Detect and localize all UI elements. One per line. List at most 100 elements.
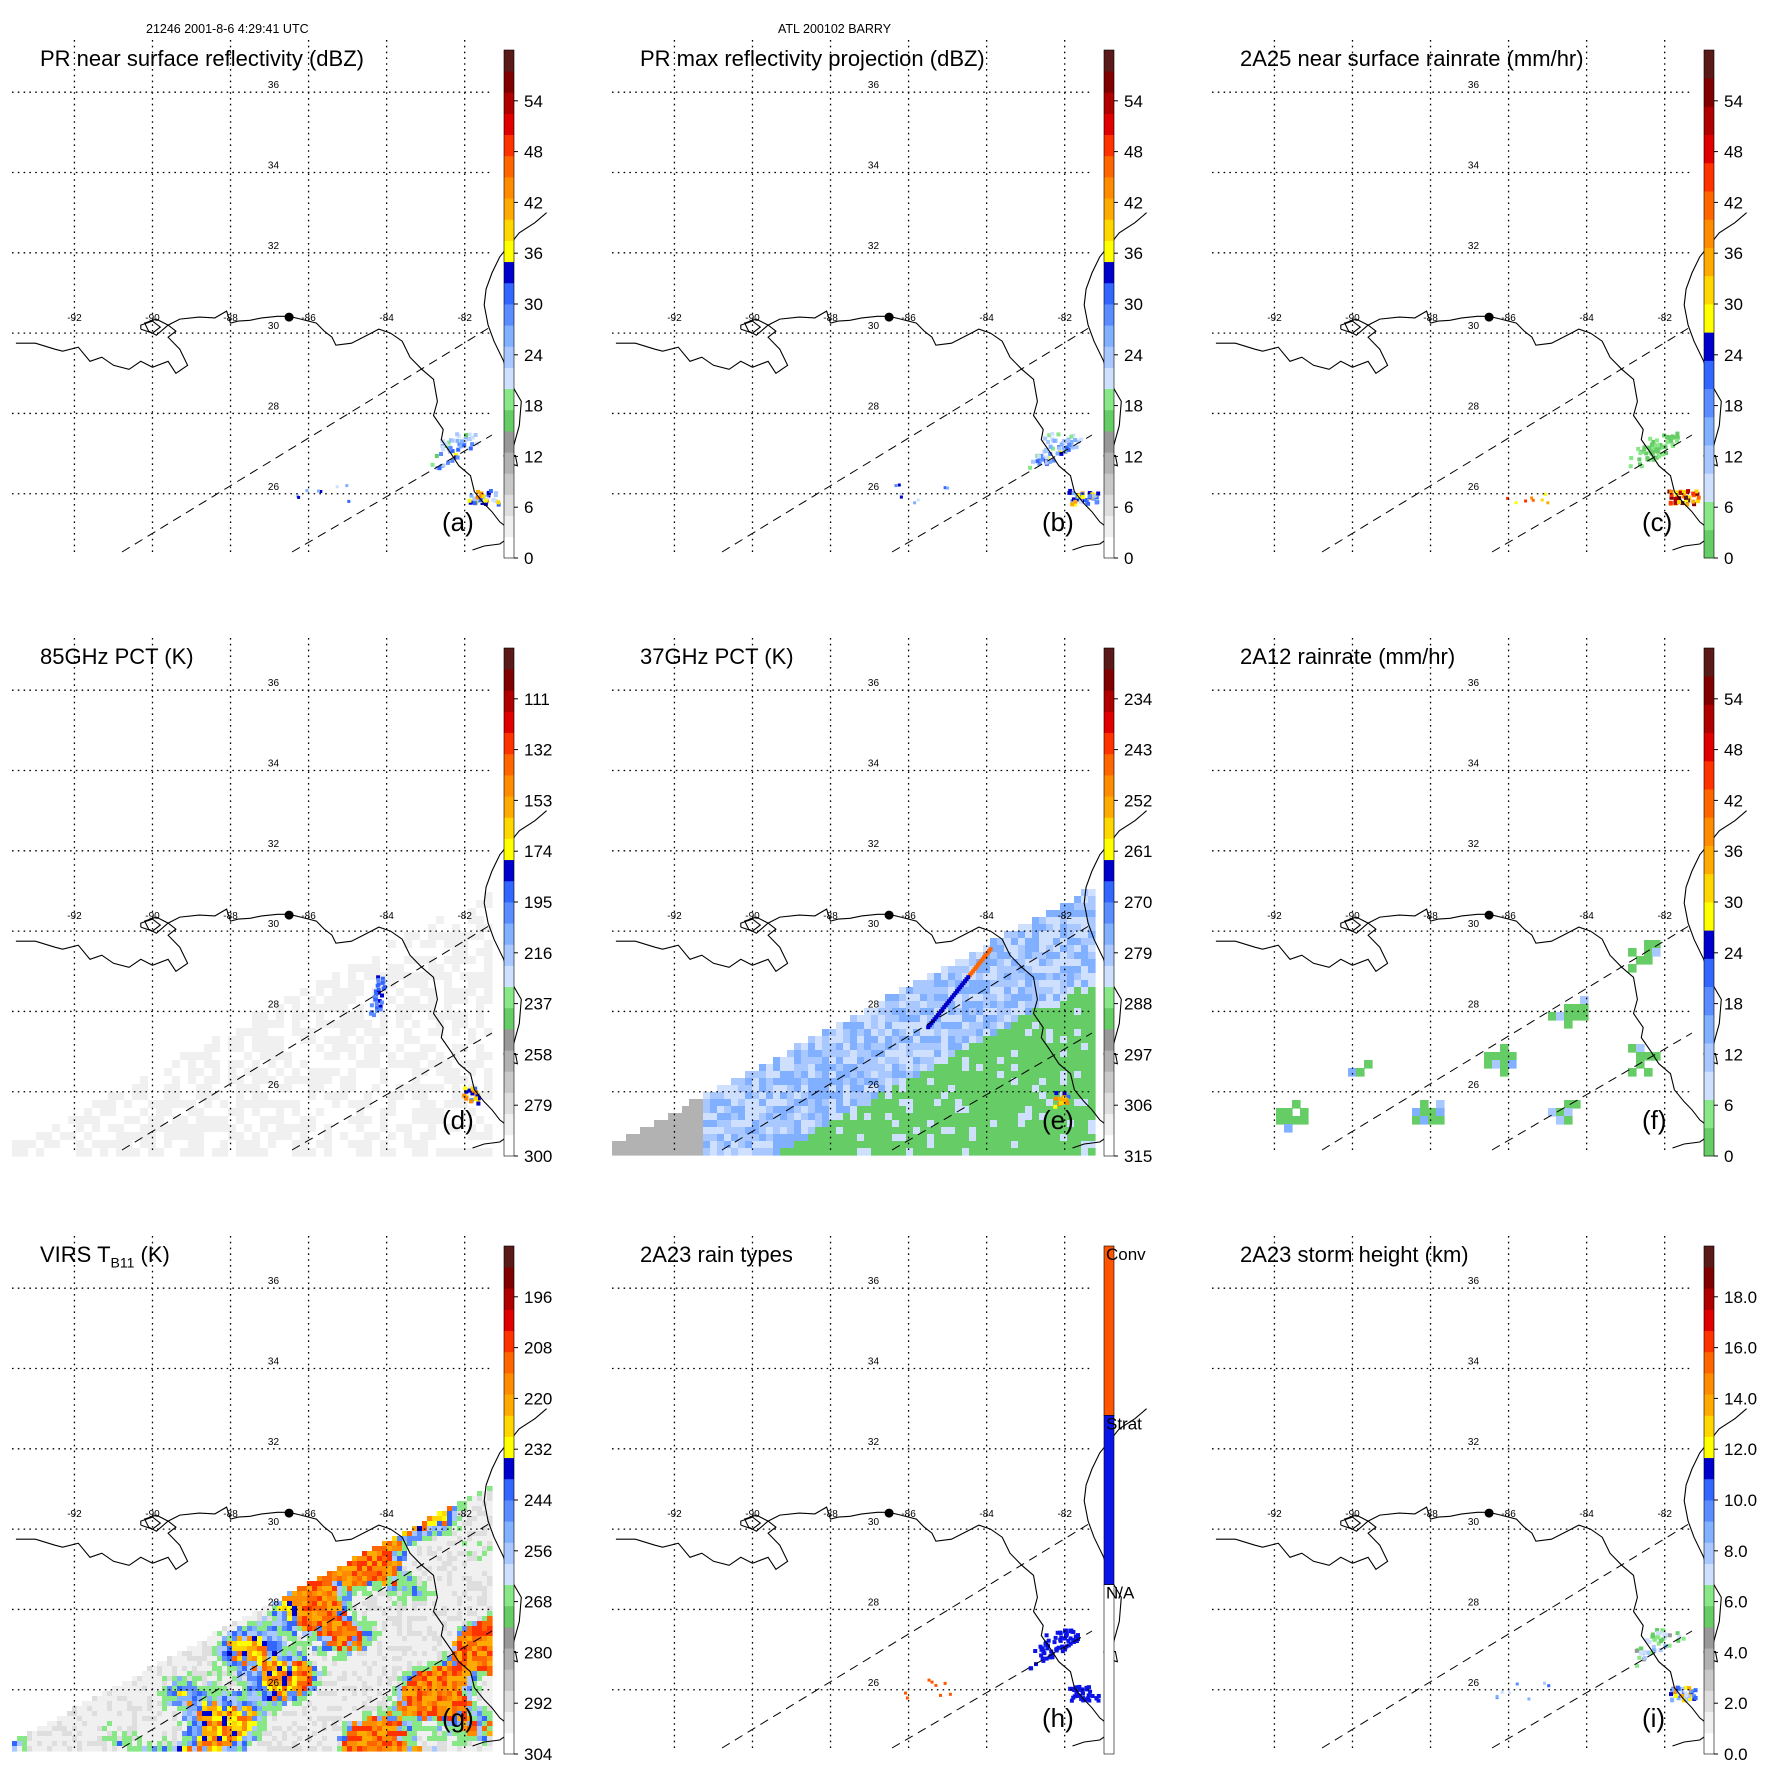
tmi-pixel (364, 1132, 373, 1141)
tmi-pixel (100, 1148, 109, 1157)
tmi-pixel (878, 1092, 886, 1100)
tmi-pixel (1060, 903, 1068, 911)
tmi-pixel (308, 1036, 317, 1045)
tmi-pixel (766, 1064, 774, 1072)
tmi-pixel (348, 1052, 357, 1061)
tmi-pixel (327, 1571, 333, 1577)
tmi-pixel (407, 1621, 413, 1627)
tmi-pixel (997, 1015, 1005, 1023)
tmi-pixel (452, 1606, 458, 1612)
colorbar-tick-label: 24 (1724, 944, 1743, 963)
tmi-pixel (427, 1561, 433, 1567)
tmi-pixel (969, 1113, 977, 1121)
tmi-pixel (427, 1546, 433, 1552)
tmi-pixel (297, 1646, 303, 1652)
tmi-pixel (442, 1586, 448, 1592)
colorbar-tick-label: 258 (524, 1045, 552, 1064)
colorbar-segment (504, 987, 514, 1009)
tmi-pixel (948, 1057, 956, 1065)
tmi-pixel (340, 1100, 349, 1109)
tmi-pixel (1025, 945, 1033, 953)
tmi-pixel (794, 1050, 802, 1058)
tmi-pixel (392, 1666, 398, 1672)
tmi-pixel (404, 1116, 413, 1125)
tmi-pixel (899, 1078, 907, 1086)
tmi-pixel (140, 1140, 149, 1149)
tmi-pixel (364, 1140, 373, 1149)
tmi-pixel (172, 1124, 181, 1133)
tmi-pixel (482, 1541, 488, 1547)
tmi-pixel (1356, 1068, 1365, 1077)
tmi-pixel (347, 1611, 353, 1617)
colorbar-segment (1104, 325, 1114, 347)
tmi-pixel (899, 1148, 907, 1156)
tmi-pixel (260, 1148, 269, 1157)
tmi-pixel (428, 1100, 437, 1109)
tmi-pixel (808, 1071, 816, 1079)
tmi-pixel (377, 1686, 383, 1692)
tmi-pixel (277, 1656, 283, 1662)
pr-pixel (460, 440, 464, 444)
tmi-pixel (420, 1140, 429, 1149)
tmi-pixel (1067, 1029, 1075, 1037)
colorbar-segment (504, 114, 514, 136)
tmi-pixel (307, 1606, 313, 1612)
tmi-pixel (1039, 1071, 1047, 1079)
tmi-pixel (864, 1043, 872, 1051)
tmi-pixel (941, 1029, 949, 1037)
tmi-pixel (1053, 1022, 1061, 1030)
tmi-pixel (402, 1606, 408, 1612)
tmi-pixel (885, 1071, 893, 1079)
tmi-pixel (180, 1060, 189, 1069)
tmi-pixel (476, 1116, 485, 1125)
tmi-pixel (287, 1631, 293, 1637)
tmi-pixel (437, 1671, 443, 1677)
colorbar-segment (504, 346, 514, 368)
tmi-pixel (364, 1116, 373, 1125)
tmi-pixel (108, 1100, 117, 1109)
tmi-pixel (392, 1646, 398, 1652)
tmi-pixel (332, 1576, 338, 1582)
tmi-pixel (689, 1120, 697, 1128)
tmi-pixel (927, 1001, 935, 1009)
tmi-pixel (347, 1666, 353, 1672)
tmi-pixel (362, 1641, 368, 1647)
tmi-pixel (327, 1651, 333, 1657)
tmi-pixel (822, 1127, 830, 1135)
tmi-pixel (348, 1108, 357, 1117)
tmi-pixel (457, 1586, 463, 1592)
tmi-pixel (801, 1134, 809, 1142)
tmi-pixel (402, 1621, 408, 1627)
tmi-pixel (990, 1022, 998, 1030)
tmi-pixel (262, 1611, 268, 1617)
tmi-pixel (467, 1566, 473, 1572)
tmi-pixel (402, 1651, 408, 1657)
tmi-pixel (815, 1071, 823, 1079)
colorbar-segment (1104, 346, 1114, 368)
tmi-pixel (412, 1621, 418, 1627)
colorbar-segment (504, 690, 514, 712)
tmi-pixel (260, 1100, 269, 1109)
tmi-pixel (899, 1113, 907, 1121)
tmi-pixel (1081, 1022, 1089, 1030)
tmi-pixel (724, 1127, 732, 1135)
tmi-pixel (332, 1084, 341, 1093)
tmi-pixel (892, 1029, 900, 1037)
tmi-pixel (1088, 945, 1096, 953)
tmi-pixel (1081, 938, 1089, 946)
pr-pixel (456, 456, 460, 460)
tmi-pixel (1088, 952, 1096, 960)
tmi-pixel (487, 1671, 493, 1677)
tmi-pixel (292, 1661, 298, 1667)
tmi-pixel (364, 1036, 373, 1045)
tmi-pixel (220, 1148, 229, 1157)
colorbar-segment (1104, 262, 1114, 284)
tmi-pixel (1018, 1141, 1026, 1149)
tmi-pixel (277, 1641, 283, 1647)
tmi-pixel (457, 1611, 463, 1617)
tmi-pixel (913, 1022, 921, 1030)
tmi-pixel (892, 1064, 900, 1072)
tmi-pixel (287, 1666, 293, 1672)
tmi-pixel (878, 1120, 886, 1128)
tmi-pixel (347, 1581, 353, 1587)
